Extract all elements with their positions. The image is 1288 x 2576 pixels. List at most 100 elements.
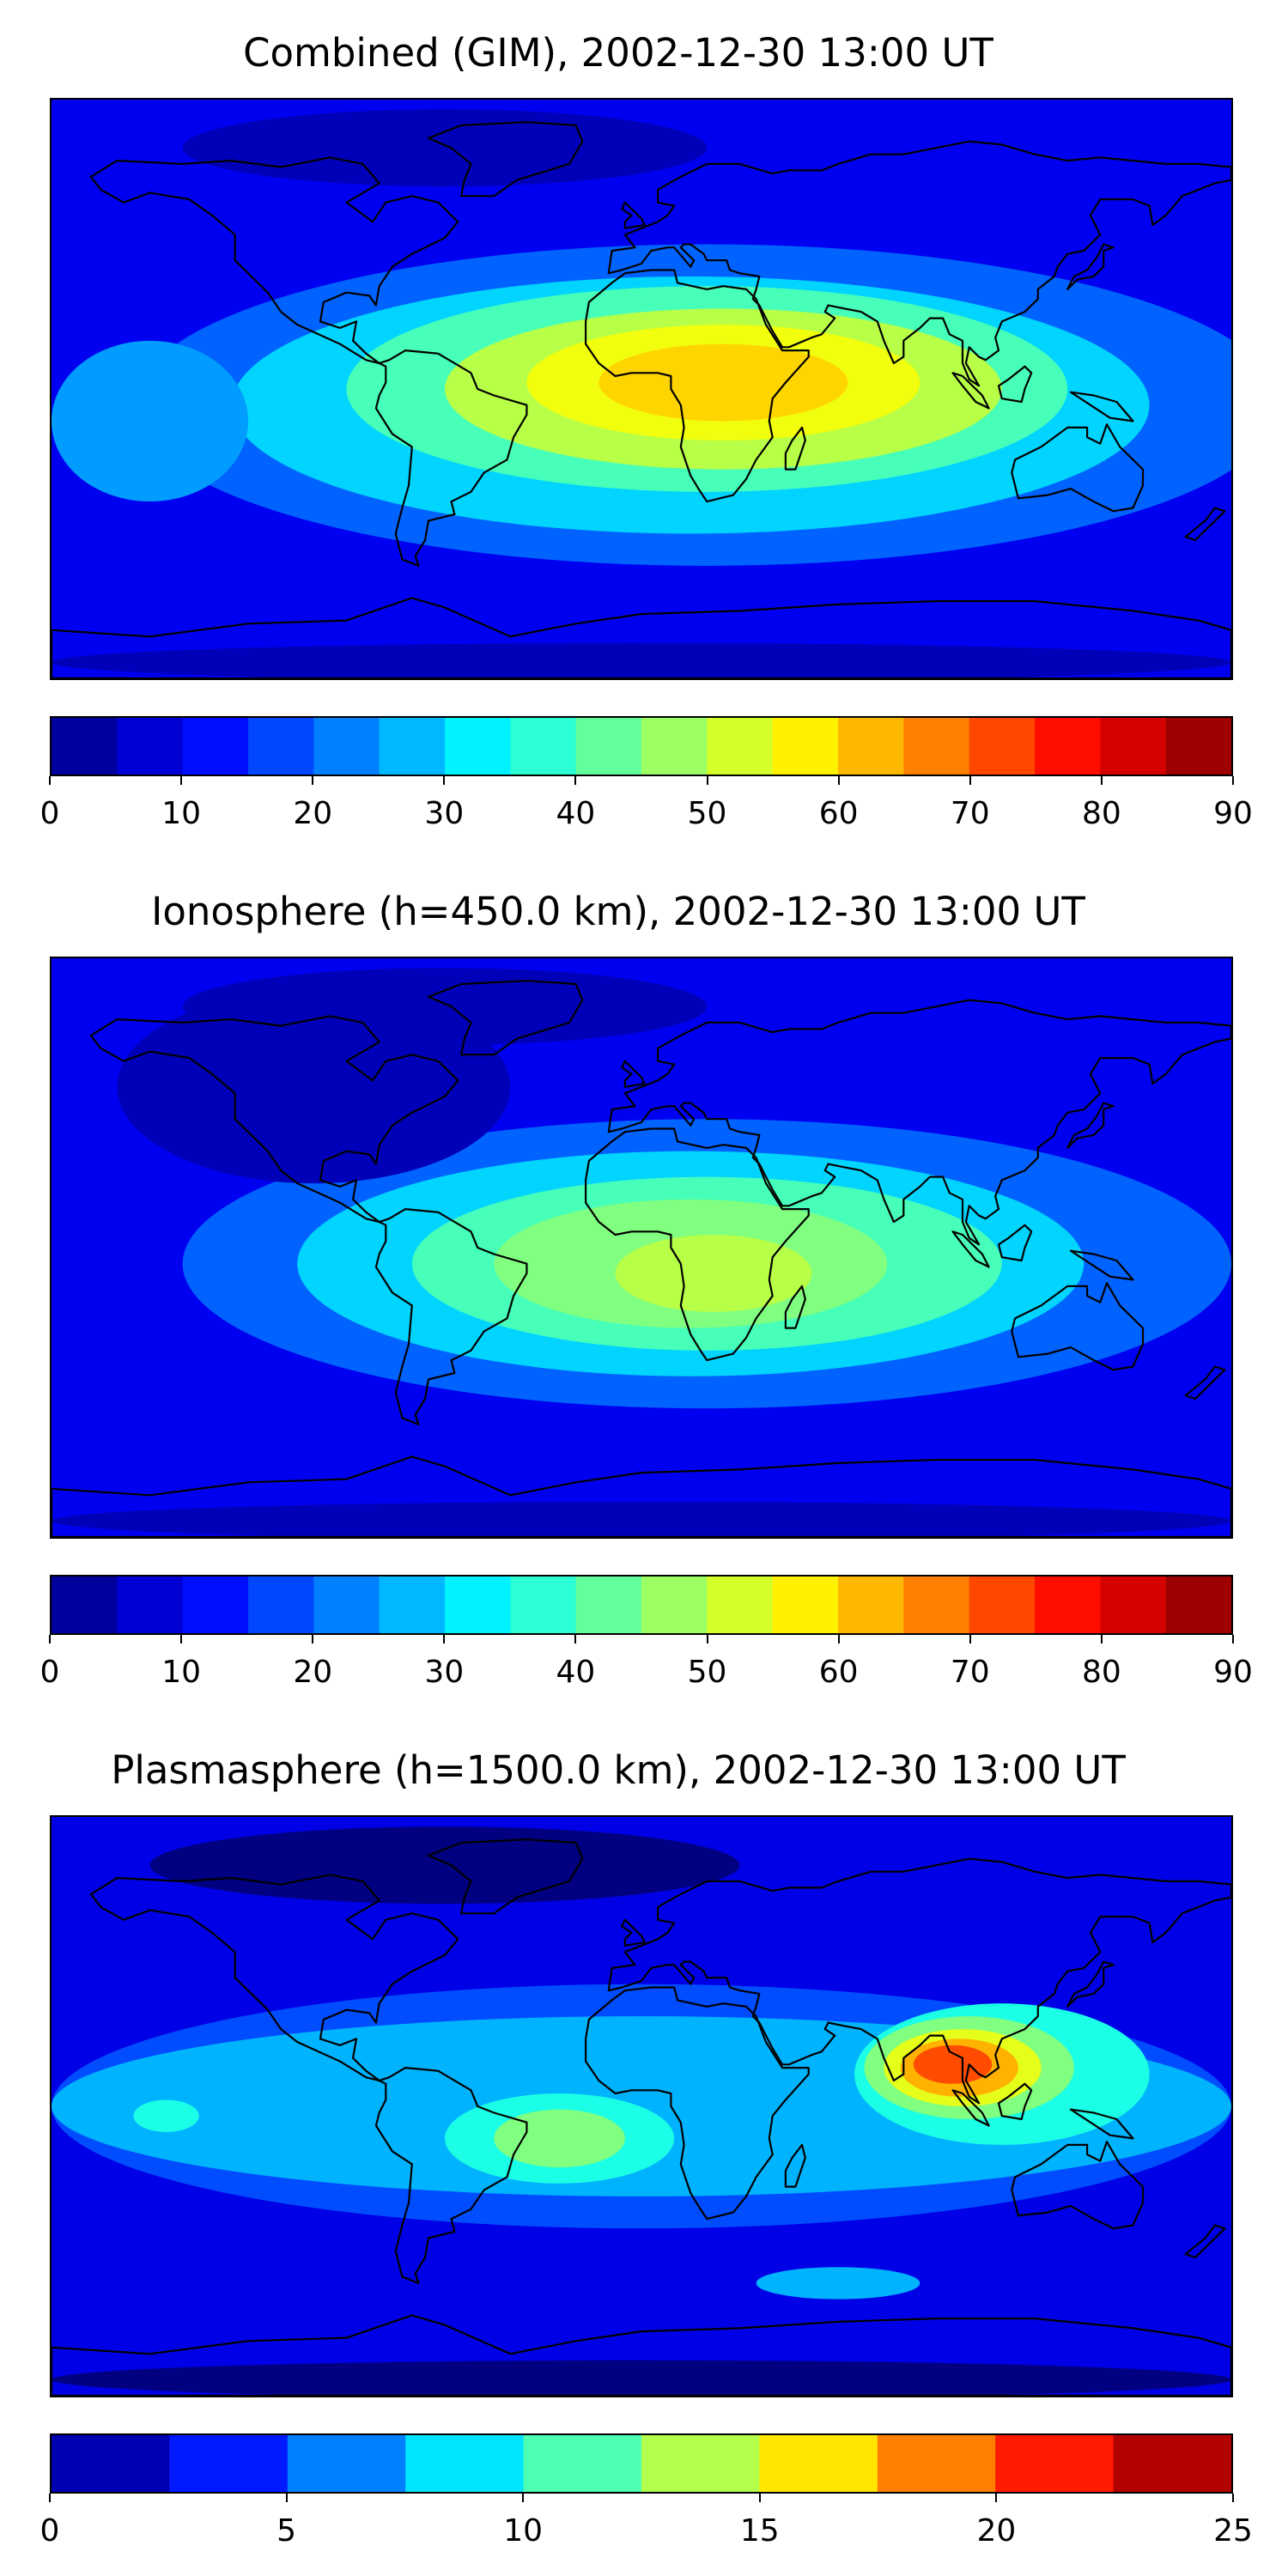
coastline-australia bbox=[1011, 423, 1145, 513]
contour-region bbox=[149, 1826, 740, 1905]
colorbar-tick-mark bbox=[1232, 776, 1234, 785]
colorbar-tick-mark bbox=[180, 1635, 183, 1643]
colorbar-segment bbox=[313, 718, 380, 775]
colorbar-tick-mark bbox=[706, 1635, 708, 1643]
colorbar-segment bbox=[1100, 1577, 1167, 1633]
colorbar-tick-label: 90 bbox=[1213, 796, 1253, 831]
colorbar-segment bbox=[969, 1577, 1036, 1633]
colorbar-tick-label: 90 bbox=[1213, 1655, 1253, 1690]
colorbar-tick-mark bbox=[1232, 2494, 1234, 2502]
coastline-antarctica bbox=[52, 2314, 1231, 2396]
colorbar-tick-mark bbox=[49, 2494, 51, 2502]
colorbar-tick-label: 60 bbox=[818, 1655, 859, 1690]
coastline-greenland bbox=[427, 1838, 584, 1915]
coastline-eurasia bbox=[607, 1857, 1231, 2105]
colorbar bbox=[50, 2433, 1233, 2494]
contour-region bbox=[52, 340, 248, 502]
tec-map bbox=[52, 958, 1231, 1537]
colorbar-segment bbox=[1165, 718, 1231, 775]
colorbar-tick-label: 50 bbox=[687, 796, 727, 831]
contour-region bbox=[52, 1501, 1231, 1537]
coastline-madagascar bbox=[784, 426, 806, 471]
map-frame bbox=[50, 98, 1233, 680]
colorbar-segment bbox=[510, 718, 577, 775]
coastline-borneo bbox=[997, 365, 1033, 404]
colorbar-tick-label: 20 bbox=[293, 796, 333, 831]
colorbar-segment bbox=[759, 2435, 878, 2492]
contour-region bbox=[133, 2099, 199, 2132]
tec-map bbox=[52, 1817, 1231, 2396]
coastline-new-zealand bbox=[1184, 507, 1226, 542]
colorbar-segment bbox=[969, 718, 1036, 775]
colorbar-tick-mark bbox=[837, 776, 840, 785]
colorbar-segment bbox=[248, 1577, 314, 1633]
colorbar-tick-mark bbox=[837, 1635, 840, 1643]
coastline-madagascar bbox=[784, 2143, 806, 2188]
colorbar-segment bbox=[169, 2435, 289, 2492]
coastline-madagascar bbox=[784, 1285, 806, 1329]
colorbar-tick-mark bbox=[706, 776, 708, 785]
colorbar-segment bbox=[772, 718, 839, 775]
contour-region bbox=[913, 2044, 993, 2084]
map-frame bbox=[50, 1815, 1233, 2397]
colorbar-strip bbox=[52, 1577, 1231, 1633]
colorbar-tick-mark bbox=[1100, 1635, 1103, 1643]
coastline-japan bbox=[1066, 1960, 1115, 2008]
coastline-north-america bbox=[89, 1874, 459, 2082]
colorbar-segment bbox=[379, 1577, 446, 1633]
coastline-japan bbox=[1066, 243, 1115, 290]
coastline-africa bbox=[584, 1986, 810, 2221]
coastline-south-america bbox=[374, 2067, 528, 2285]
coastline-britain bbox=[620, 1918, 646, 1947]
colorbar-segment bbox=[52, 718, 118, 775]
colorbar-segment bbox=[1035, 718, 1101, 775]
colorbar-tick-mark bbox=[1100, 776, 1103, 785]
colorbar-tick-label: 10 bbox=[503, 2513, 544, 2549]
colorbar-segment bbox=[707, 1577, 774, 1633]
colorbar-tick-mark bbox=[995, 2494, 998, 2502]
colorbar-tick-label: 20 bbox=[293, 1655, 333, 1690]
chart-title: Combined (GIM), 2002-12-30 13:00 UT bbox=[243, 30, 993, 76]
colorbar-segment bbox=[52, 2435, 170, 2492]
colorbar-tick-mark bbox=[312, 1635, 314, 1643]
colorbar-segment bbox=[641, 1577, 708, 1633]
coastline-eurasia bbox=[607, 999, 1231, 1246]
colorbar-segment bbox=[379, 718, 446, 775]
colorbar-tick-mark bbox=[574, 776, 577, 785]
contour-region bbox=[598, 343, 848, 422]
colorbar-tick-mark bbox=[443, 1635, 446, 1643]
colorbar-tick-mark bbox=[312, 776, 314, 785]
colorbar-strip bbox=[52, 718, 1231, 775]
colorbar-tick-label: 15 bbox=[739, 2513, 780, 2549]
coastline-new-zealand bbox=[1184, 1365, 1226, 1400]
colorbar-tick-label: 40 bbox=[556, 796, 596, 831]
colorbar-segment bbox=[707, 718, 774, 775]
colorbar-tick-label: 60 bbox=[818, 796, 859, 831]
colorbar-tick-mark bbox=[49, 776, 51, 785]
colorbar-segment bbox=[772, 1577, 839, 1633]
colorbar-segment bbox=[641, 2435, 760, 2492]
colorbar-segment bbox=[995, 2435, 1115, 2492]
colorbar-ticks: 0 5 10 15 20 25 bbox=[40, 2494, 1253, 2554]
colorbar-tick-mark bbox=[969, 776, 971, 785]
colorbar-tick-label: 30 bbox=[424, 796, 465, 831]
colorbar-tick-label: 80 bbox=[1081, 796, 1121, 831]
coastline-north-america bbox=[89, 1015, 459, 1224]
colorbar bbox=[50, 1575, 1233, 1635]
colorbar-ticks: 0 10 20 30 40 50 60 70 80 90 bbox=[40, 776, 1253, 836]
contour-region bbox=[182, 109, 708, 187]
colorbar bbox=[50, 716, 1233, 776]
colorbar-segment bbox=[1165, 1577, 1231, 1633]
coastline-greenland bbox=[427, 980, 584, 1056]
colorbar-segment bbox=[117, 1577, 184, 1633]
colorbar-tick-label: 70 bbox=[950, 796, 990, 831]
colorbar-tick-label: 30 bbox=[424, 1655, 465, 1690]
colorbar-tick-label: 0 bbox=[39, 796, 60, 831]
colorbar-tick-mark bbox=[574, 1635, 577, 1643]
contour-region bbox=[52, 2360, 1231, 2396]
coastline-australia bbox=[1011, 1282, 1145, 1371]
colorbar-segment bbox=[510, 1577, 577, 1633]
coastline-new-guinea bbox=[1069, 391, 1134, 422]
chart-title: Plasmasphere (h=1500.0 km), 2002-12-30 1… bbox=[111, 1747, 1126, 1793]
contour-region bbox=[52, 642, 1231, 678]
